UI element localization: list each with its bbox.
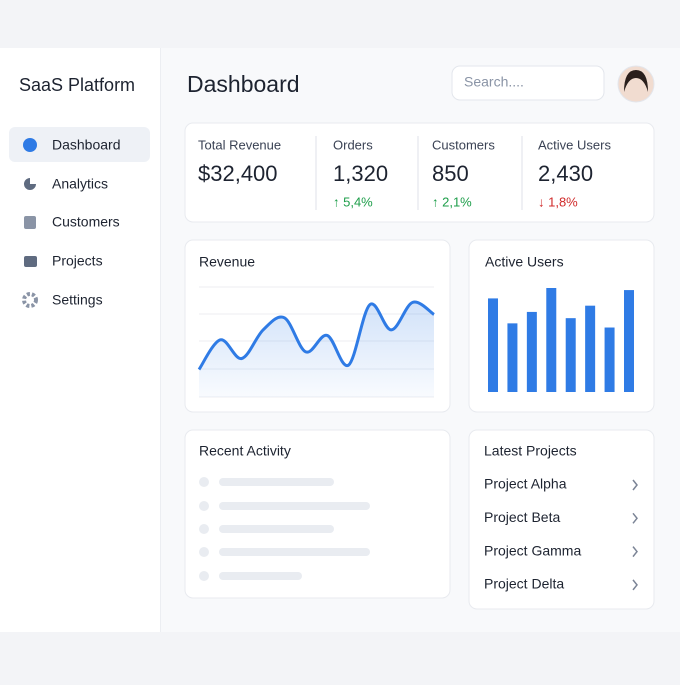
stat-value: 1,320 [333, 161, 388, 186]
bar [507, 323, 518, 392]
nav-item[interactable]: Customers [52, 214, 120, 230]
bar [526, 311, 537, 392]
avatar[interactable] [617, 65, 655, 103]
stat-dividers [315, 136, 523, 210]
bar [604, 327, 615, 392]
project-item[interactable]: Project Beta [484, 509, 560, 525]
icon [24, 216, 36, 229]
stat-value: 850 [432, 161, 469, 186]
project-item[interactable]: Project Delta [484, 576, 564, 592]
nav-active [9, 127, 150, 162]
chevron [632, 579, 638, 591]
projects-card [468, 429, 655, 610]
card-title: Latest Projects [484, 443, 577, 459]
icon [22, 292, 38, 308]
project-item[interactable]: Project Gamma [484, 542, 581, 558]
icon [23, 138, 37, 152]
revenue-area [199, 302, 434, 397]
stat-value: 2,430 [538, 161, 593, 186]
nav-item[interactable]: Projects [52, 253, 103, 269]
bar [624, 290, 634, 392]
nav-item[interactable]: Dashboard [52, 137, 121, 153]
card-title: Revenue [199, 254, 255, 270]
stat-value: $32,400 [198, 161, 278, 186]
avatar-hair [624, 70, 648, 92]
nav-item[interactable]: Analytics [52, 176, 108, 192]
card-title: Active Users [485, 254, 564, 270]
card-title: Recent Activity [199, 443, 291, 459]
activity-skeleton [199, 477, 370, 581]
stat-label: Orders [333, 137, 373, 152]
bar [488, 298, 498, 392]
chevron [632, 546, 638, 558]
icon [24, 178, 36, 190]
chevron [632, 479, 638, 491]
stat-label: Active Users [538, 137, 611, 152]
stat-change: ↑ 2,1% [432, 194, 472, 209]
search-placeholder: Search.... [464, 74, 524, 90]
stat-label: Customers [432, 137, 495, 152]
bar [546, 288, 557, 392]
stats-card [184, 122, 655, 223]
project-item[interactable]: Project Alpha [484, 476, 567, 492]
stat-change: ↑ 5,4% [333, 194, 373, 209]
bar [585, 305, 596, 392]
chevron [632, 512, 638, 524]
icon [24, 256, 37, 267]
bar [565, 318, 576, 392]
search-box[interactable] [451, 65, 605, 101]
page-title: Dashboard [187, 71, 300, 97]
brand: SaaS Platform [19, 75, 135, 95]
nav-item[interactable]: Settings [52, 292, 103, 308]
revenue-line [197, 300, 435, 371]
stat-label: Total Revenue [198, 137, 281, 152]
stat-change: ↓ 1,8% [538, 194, 578, 209]
